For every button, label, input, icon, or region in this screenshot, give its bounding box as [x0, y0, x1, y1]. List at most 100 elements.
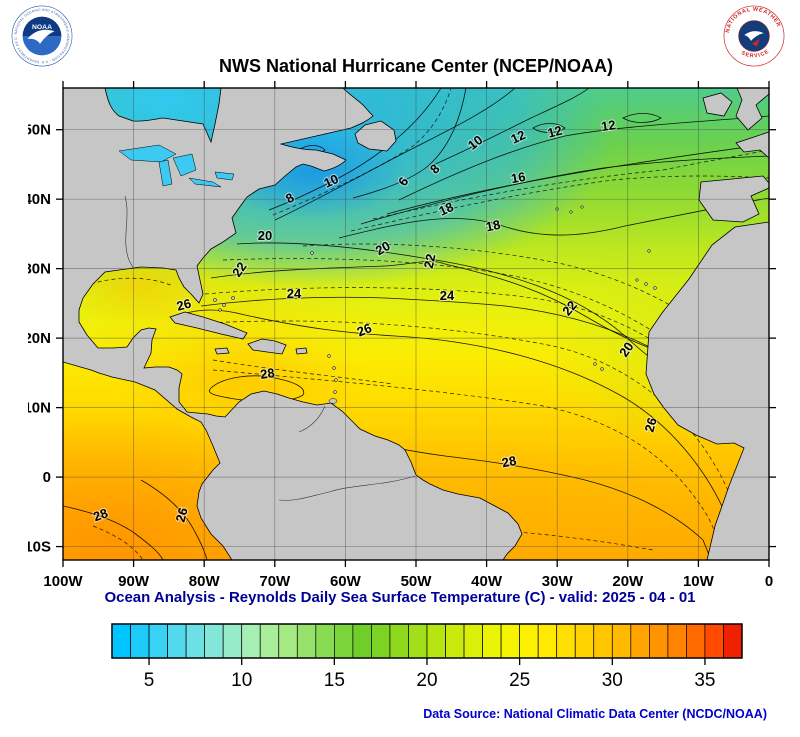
colorbar-cell: [704, 623, 724, 659]
colorbar-cell: [519, 623, 539, 659]
lon-tick-label: 10W: [683, 573, 715, 590]
colorbar-tick-label: 25: [509, 670, 530, 691]
colorbar-cell: [352, 623, 372, 659]
lat-tick-label: 20N: [28, 330, 51, 347]
lat-tick-label: 0: [43, 469, 51, 486]
noaa-logo: NATIONAL OCEANIC AND ATMOSPHERIC ADMINIS…: [11, 5, 73, 67]
colorbar-tick-label: 35: [694, 670, 715, 691]
antilles-island: [327, 354, 331, 358]
contour-label: 12: [600, 117, 616, 134]
lat-tick-label: 40N: [28, 191, 51, 208]
colorbar-cell: [204, 623, 224, 659]
lat-tick-label: 10S: [28, 539, 51, 556]
colorbar-cell: [556, 623, 576, 659]
colorbar-cell: [649, 623, 669, 659]
canary-island: [644, 282, 648, 286]
colorbar-cell: [222, 623, 243, 659]
lon-tick-label: 90W: [118, 573, 150, 590]
lon-tick-label: 70W: [259, 573, 291, 590]
cape-verde-island: [600, 367, 604, 371]
contour-label: 24: [287, 286, 302, 301]
france-landmass: [735, 131, 769, 159]
colorbar-cell: [463, 623, 483, 659]
africa-landmass: [645, 221, 769, 560]
map-caption: Ocean Analysis - Reynolds Daily Sea Surf…: [104, 589, 696, 606]
isotherm-16c: [360, 155, 769, 225]
colorbar-cell: [723, 623, 743, 659]
lake-huron: [172, 153, 197, 177]
contour-label: 28: [259, 365, 275, 382]
colorbar-cell: [334, 623, 354, 659]
contour-label: 26: [175, 296, 193, 314]
noaa-emblem-bottom: [22, 36, 62, 56]
colorbar-cells: [111, 623, 743, 659]
colorbar-cell: [241, 623, 261, 659]
colorbar-cell: [574, 623, 595, 659]
colorbar-cell: [389, 623, 409, 659]
closed-loop-ne-1: [532, 123, 566, 133]
mississippi-river: [124, 195, 134, 269]
colorbar-cell: [500, 623, 520, 659]
nws-warning-triangle-icon: [752, 38, 760, 47]
nws-logo-ring-text-bottom: SERVICE: [740, 48, 771, 59]
colorbar-cell: [686, 623, 706, 659]
colorbar-cell: [315, 623, 335, 659]
isotherm-28c-pacific: [63, 505, 164, 560]
contour-label: 16: [510, 169, 527, 186]
colorbar-cell: [130, 623, 150, 659]
lon-tick-label: 30W: [542, 573, 574, 590]
colorbar-cell: [593, 623, 613, 659]
noaa-logo-label: NOAA: [32, 24, 52, 31]
trinidad-island: [328, 398, 338, 404]
contour-label: 12: [508, 127, 527, 147]
lon-tick-label: 0: [765, 573, 773, 590]
colorbar-tick-label: 10: [231, 670, 252, 691]
azores-island: [569, 210, 573, 214]
azores-island: [580, 205, 584, 209]
data-source-text: Data Source: National Climatic Data Cent…: [423, 707, 767, 721]
ireland-landmass: [702, 92, 733, 117]
colorbar-cell: [537, 623, 558, 659]
colorbar-cell: [185, 623, 205, 659]
jamaica-island: [214, 347, 230, 355]
puerto-rico-island: [295, 347, 308, 355]
lon-tick-label: 20W: [612, 573, 644, 590]
lon-tick-label: 50W: [401, 573, 433, 590]
nws-globe-swoosh: [744, 31, 764, 41]
canary-island: [653, 286, 657, 290]
cape-verde-island: [593, 362, 597, 366]
colorbar-cell: [630, 623, 650, 659]
colorbar-cell: [371, 623, 391, 659]
colorbar-cell: [408, 623, 428, 659]
hispaniola-island: [247, 338, 287, 355]
contour-label: 20: [258, 228, 272, 243]
colorbar-cell: [611, 623, 632, 659]
isotherm-12c: [398, 115, 769, 201]
lat-tick-label: 50N: [28, 122, 51, 139]
cuba-island: [169, 311, 248, 340]
bahamas-island: [218, 308, 222, 312]
lon-tick-label: 60W: [330, 573, 362, 590]
colorbar-tick-label: 15: [324, 670, 345, 691]
bahamas-island: [213, 298, 217, 302]
temperature-colorbar: 5 10 15 20 25 30 35: [111, 623, 743, 691]
lat-tick-label: 10N: [28, 400, 51, 417]
contour-label: 10: [321, 171, 340, 191]
lon-tick-label: 80W: [189, 573, 221, 590]
isotherm-dashed-pacific: [92, 525, 144, 560]
antilles-island: [332, 366, 336, 370]
isotherm-dashed-gulf: [90, 277, 174, 287]
colorbar-ticks: 5 10 15 20 25 30 35: [144, 658, 716, 691]
isotherm-dashed-25c: [190, 320, 752, 560]
isotherm-dashed-15c: [372, 149, 769, 220]
contour-label: 18: [436, 199, 455, 219]
isotherm-26c: [170, 309, 738, 560]
lat-tick-label: 30N: [28, 261, 51, 278]
bahamas-island: [231, 296, 235, 300]
isotherm-14c: [386, 143, 769, 215]
colorbar-tick-label: 30: [602, 670, 623, 691]
lake-michigan: [158, 159, 173, 187]
closed-loop-ne-2: [622, 113, 662, 123]
bahamas-island: [222, 303, 226, 307]
lake-ontario: [214, 171, 235, 181]
